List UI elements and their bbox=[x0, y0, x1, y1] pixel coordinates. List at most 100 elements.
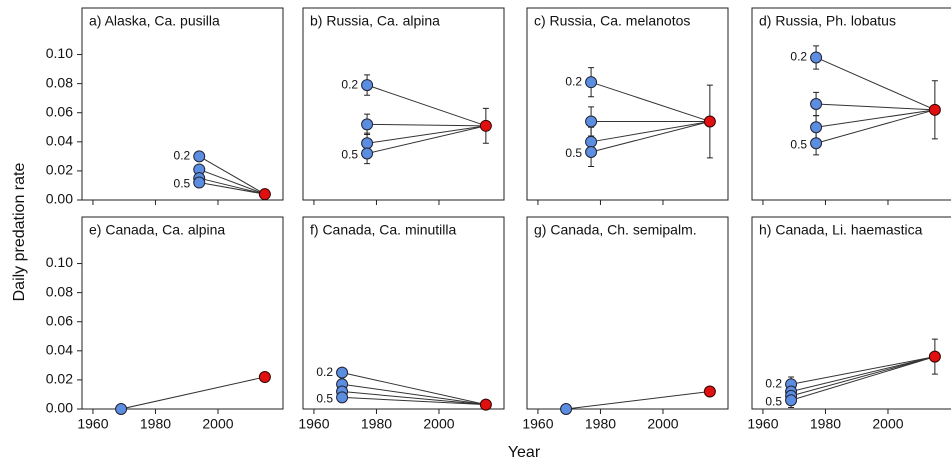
y-tick-label: 0.06 bbox=[46, 103, 73, 119]
recent-point bbox=[928, 103, 941, 116]
x-tick-label: 1980 bbox=[361, 416, 392, 432]
connector bbox=[815, 109, 936, 144]
connector bbox=[790, 356, 936, 401]
x-tick-label: 2000 bbox=[872, 416, 903, 432]
point-label: 0.2 bbox=[565, 74, 582, 88]
y-tick-label: 0.00 bbox=[46, 191, 73, 207]
point-label: 0.2 bbox=[790, 50, 807, 64]
recent-point bbox=[258, 188, 271, 201]
y-tick-label: 0.04 bbox=[46, 133, 73, 149]
past-point bbox=[361, 147, 374, 160]
panel-marks bbox=[785, 338, 941, 409]
recent-point bbox=[479, 398, 492, 411]
connector bbox=[366, 125, 486, 154]
past-point bbox=[336, 391, 349, 404]
panel-frame bbox=[81, 216, 284, 410]
connector bbox=[199, 182, 265, 195]
x-tick-label: 1960 bbox=[77, 416, 108, 432]
past-point bbox=[585, 135, 598, 148]
panel-title: e) Canada, Ca. alpina bbox=[89, 222, 225, 238]
x-tick-label: 2000 bbox=[202, 416, 233, 432]
past-point bbox=[361, 118, 374, 131]
y-tick-label: 0.06 bbox=[46, 312, 73, 328]
recent-point bbox=[928, 350, 941, 363]
panel-title: b) Russia, Ca. alpina bbox=[310, 13, 440, 29]
panel-frame bbox=[751, 7, 951, 201]
past-point bbox=[810, 121, 823, 134]
y-axis-label: Daily predation rate bbox=[11, 163, 28, 302]
panel-frame bbox=[526, 7, 729, 201]
point-label: 0.5 bbox=[174, 177, 191, 191]
past-point bbox=[810, 98, 823, 110]
panel-marks bbox=[193, 150, 271, 201]
connector bbox=[198, 155, 266, 195]
x-tick-label: 1980 bbox=[140, 416, 171, 432]
panel-marks bbox=[336, 366, 492, 411]
past-point bbox=[115, 403, 128, 415]
connector bbox=[199, 168, 266, 195]
panel-title: c) Russia, Ca. melanotos bbox=[534, 13, 690, 29]
panel-title: d) Russia, Ph. lobatus bbox=[759, 13, 896, 29]
panel-frame bbox=[526, 216, 729, 410]
x-tick-label: 2000 bbox=[647, 416, 678, 432]
y-tick-label: 0.08 bbox=[46, 283, 73, 299]
connector bbox=[816, 103, 935, 111]
panel-frame bbox=[81, 7, 284, 201]
panel-marks bbox=[361, 74, 492, 165]
panel-title: f) Canada, Ca. minutilla bbox=[310, 222, 457, 238]
past-point bbox=[785, 394, 798, 407]
connector bbox=[342, 383, 486, 406]
connector bbox=[341, 372, 486, 406]
point-label: 0.5 bbox=[565, 146, 582, 160]
recent-point bbox=[258, 371, 271, 383]
past-point bbox=[336, 366, 349, 379]
connector bbox=[367, 125, 486, 144]
connector bbox=[816, 109, 935, 128]
past-point bbox=[585, 146, 598, 158]
x-tick-label: 1960 bbox=[522, 416, 553, 432]
point-label: 0.2 bbox=[174, 149, 191, 163]
past-point bbox=[193, 176, 206, 189]
point-label: 0.2 bbox=[341, 77, 358, 91]
past-point bbox=[585, 115, 598, 128]
x-tick-label: 1980 bbox=[585, 416, 616, 432]
past-point bbox=[810, 137, 823, 150]
connector bbox=[790, 356, 936, 397]
past-point bbox=[193, 150, 206, 163]
x-tick-label: 1960 bbox=[298, 416, 329, 432]
y-tick-label: 0.02 bbox=[46, 162, 73, 178]
y-tick-label: 0.08 bbox=[46, 74, 73, 90]
connector bbox=[815, 56, 936, 111]
connector bbox=[367, 123, 486, 127]
connector bbox=[120, 376, 265, 410]
panel-frame bbox=[751, 216, 951, 410]
connector bbox=[790, 356, 935, 393]
panel-marks bbox=[810, 45, 941, 156]
connector bbox=[342, 396, 486, 406]
y-tick-label: 0.10 bbox=[46, 45, 73, 61]
panel-frame bbox=[302, 216, 505, 410]
past-point bbox=[361, 79, 374, 92]
point-label: 0.2 bbox=[765, 376, 782, 390]
y-tick-label: 0.04 bbox=[46, 342, 73, 358]
point-label: 0.5 bbox=[765, 394, 782, 408]
connector bbox=[366, 84, 487, 127]
connector bbox=[566, 391, 710, 410]
x-tick-label: 1960 bbox=[747, 416, 778, 432]
panel-marks bbox=[115, 371, 271, 415]
point-label: 0.5 bbox=[341, 148, 358, 162]
y-tick-label: 0.10 bbox=[46, 254, 73, 270]
connector bbox=[790, 356, 935, 385]
connector bbox=[590, 120, 710, 143]
point-label: 0.5 bbox=[790, 137, 807, 151]
panel-frame bbox=[302, 7, 505, 201]
x-tick-label: 2000 bbox=[423, 416, 454, 432]
past-point bbox=[361, 137, 374, 150]
past-point bbox=[560, 403, 573, 415]
panel-title: a) Alaska, Ca. pusilla bbox=[89, 13, 220, 29]
recent-point bbox=[703, 385, 716, 398]
connector bbox=[590, 81, 711, 122]
connector bbox=[590, 120, 710, 153]
